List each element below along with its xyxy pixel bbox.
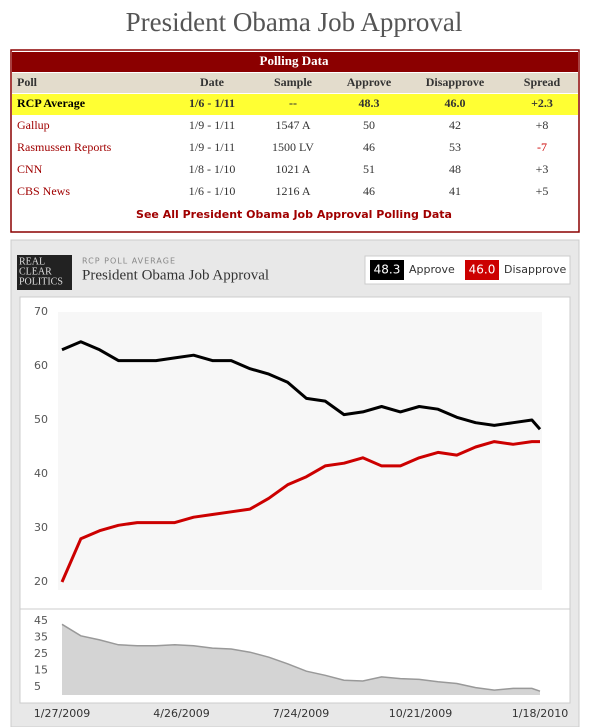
- y-tick-label: 20: [34, 575, 48, 588]
- column-header: Poll: [17, 75, 38, 89]
- column-header: Sample: [274, 75, 313, 89]
- column-header: Approve: [347, 75, 392, 89]
- logo-text: REAL: [19, 256, 45, 267]
- table-cell: 48.3: [359, 96, 380, 110]
- table-cell: 46: [363, 184, 375, 198]
- chart-title: President Obama Job Approval: [82, 267, 269, 283]
- poll-name[interactable]: CNN: [17, 162, 43, 176]
- y2-tick-label: 35: [34, 630, 48, 643]
- x-tick-label: 10/21/2009: [389, 707, 452, 720]
- legend-swatch: [465, 260, 499, 280]
- legend-label: Approve: [409, 263, 455, 276]
- table-cell: 1/9 - 1/11: [189, 118, 235, 132]
- table-cell: 1/8 - 1/10: [189, 162, 236, 176]
- y-tick-label: 70: [34, 305, 48, 318]
- table-cell: 1/6 - 1/11: [189, 96, 235, 110]
- y-tick-label: 60: [34, 359, 48, 372]
- table-cell: 46: [363, 140, 375, 154]
- page-title: President Obama Job Approval: [126, 7, 463, 37]
- legend-value: 48.3: [374, 263, 401, 277]
- table-cell: +5: [536, 184, 549, 198]
- poll-name[interactable]: Rasmussen Reports: [17, 140, 112, 154]
- y2-tick-label: 25: [34, 647, 48, 660]
- column-header: Spread: [524, 75, 561, 89]
- x-tick-label: 1/18/2010: [512, 707, 568, 720]
- table-cell: 1216 A: [275, 184, 310, 198]
- poll-name[interactable]: CBS News: [17, 184, 70, 198]
- table-cell: 1/9 - 1/11: [189, 140, 235, 154]
- logo-box: [17, 255, 72, 290]
- y-tick-label: 50: [34, 413, 48, 426]
- spread-line: [61, 623, 541, 692]
- x-tick-label: 4/26/2009: [153, 707, 209, 720]
- poll-name[interactable]: Gallup: [17, 118, 50, 132]
- table-cell: 41: [449, 184, 461, 198]
- table-header-bar: [12, 52, 578, 72]
- table-cell: 1500 LV: [272, 140, 314, 154]
- table-cell: 1021 A: [275, 162, 310, 176]
- column-header: Date: [200, 75, 225, 89]
- x-tick-label: 1/27/2009: [34, 707, 90, 720]
- legend-swatch: [370, 260, 404, 280]
- y-tick-label: 30: [34, 521, 48, 534]
- table-cell: 42: [449, 118, 461, 132]
- average-row-bg: [12, 94, 578, 115]
- table-cell: 51: [363, 162, 375, 176]
- spread-area: [62, 624, 540, 695]
- table-cell: +3: [536, 162, 549, 176]
- column-header: Disapprove: [426, 75, 485, 89]
- plot-area: [58, 312, 542, 590]
- series-line: [60, 440, 540, 583]
- series-line: [61, 340, 542, 431]
- legend-value: 46.0: [469, 263, 496, 277]
- table-cell: --: [289, 96, 297, 110]
- table-cell: 1547 A: [275, 118, 310, 132]
- table-cell: 1/6 - 1/10: [189, 184, 236, 198]
- chart-subtitle: RCP POLL AVERAGE: [82, 257, 176, 266]
- table-cell: 46.0: [445, 96, 466, 110]
- table-header: Polling Data: [260, 53, 329, 68]
- y-tick-label: 40: [34, 467, 48, 480]
- x-tick-label: 7/24/2009: [273, 707, 329, 720]
- see-all-link[interactable]: See All President Obama Job Approval Pol…: [136, 208, 452, 221]
- table-cell: 48: [449, 162, 461, 176]
- y2-tick-label: 45: [34, 614, 48, 627]
- column-header-bar: [12, 73, 578, 93]
- table-cell: +2.3: [531, 96, 553, 110]
- logo-text: CLEAR: [19, 266, 52, 277]
- poll-name: RCP Average: [17, 96, 86, 110]
- y2-tick-label: 5: [34, 680, 41, 693]
- logo-text: POLITICS: [19, 276, 63, 287]
- table-cell: 53: [449, 140, 461, 154]
- legend-label: Disapprove: [504, 263, 566, 276]
- table-cell: +8: [536, 118, 549, 132]
- y2-tick-label: 15: [34, 663, 48, 676]
- table-cell: -7: [537, 140, 547, 154]
- table-cell: 50: [363, 118, 375, 132]
